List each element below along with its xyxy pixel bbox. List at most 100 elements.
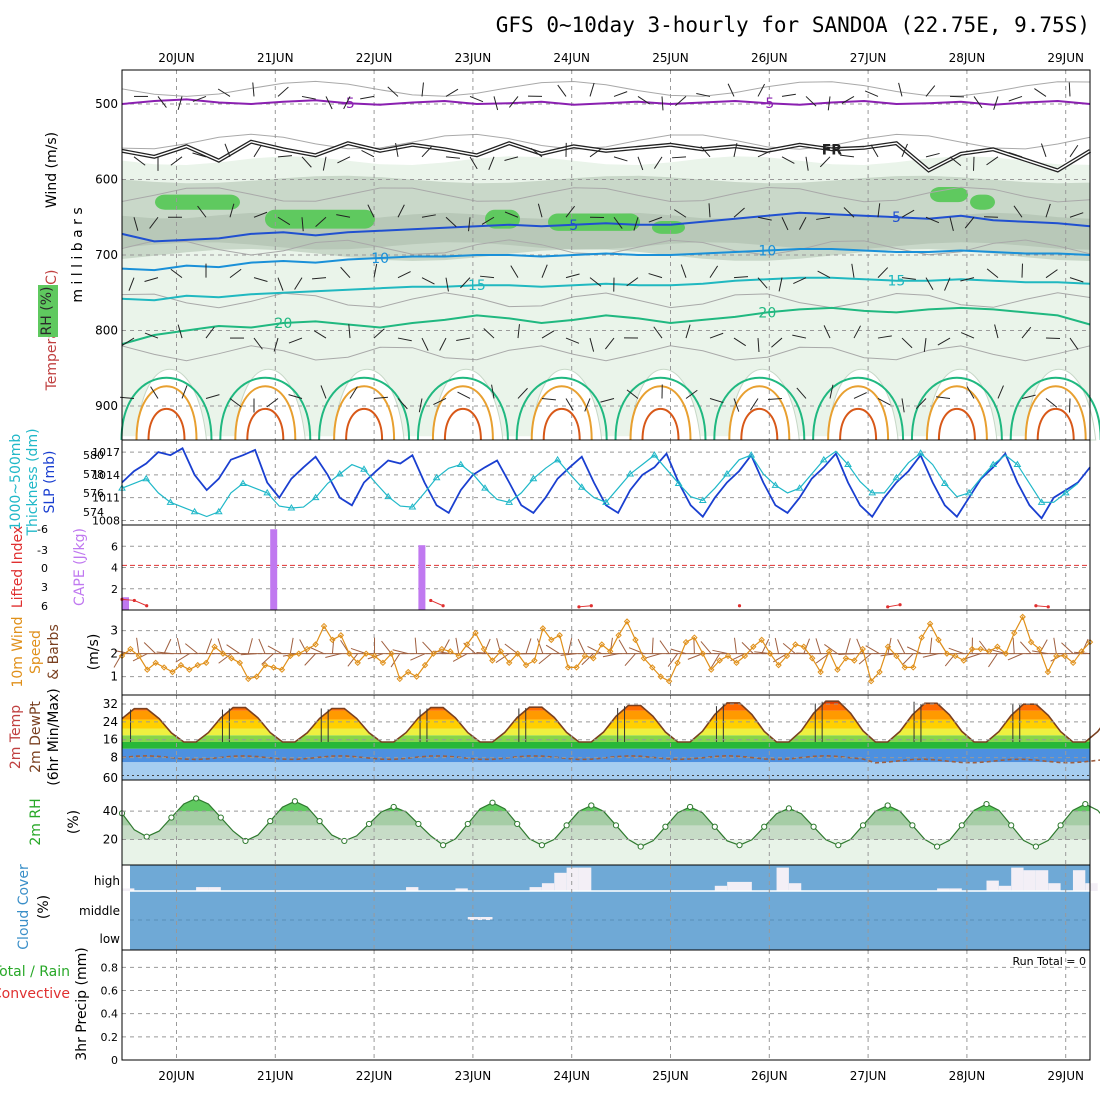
- wind-barb: [700, 641, 712, 654]
- wind-barb: [441, 639, 450, 654]
- wind-barb: [589, 82, 595, 97]
- wind-speed-marker: [632, 636, 639, 644]
- pressure-tick: 600: [95, 172, 118, 186]
- wind-barb: [587, 645, 603, 655]
- wind-barb: [1040, 143, 1047, 157]
- wind-barb: [299, 639, 308, 654]
- thickness-marker: [166, 498, 175, 505]
- thickness-marker: [142, 474, 151, 482]
- wind-barb: [480, 275, 495, 279]
- wind-speed-marker: [261, 661, 269, 669]
- wind-speed-marker: [421, 661, 429, 669]
- lifted-tick: 6: [41, 600, 48, 613]
- wind-barb: [325, 96, 333, 110]
- wind-barb: [864, 90, 879, 97]
- wind-barb: [877, 335, 892, 339]
- wind-barb: [565, 273, 580, 279]
- wind-barb: [253, 144, 262, 158]
- isotherm--5: [121, 98, 1091, 106]
- hot-contour: [147, 408, 186, 441]
- wind-barb: [541, 330, 555, 339]
- temp-band: [122, 748, 1090, 763]
- thickness-marker: [989, 460, 998, 468]
- wind-speed-marker: [985, 648, 993, 655]
- wind-barb: [1053, 637, 1057, 654]
- warm-contour: [333, 385, 396, 441]
- wind-speed-marker: [455, 652, 462, 660]
- wind-speed-marker: [994, 643, 1001, 650]
- wind-speed-marker: [1036, 645, 1043, 653]
- wind-barb: [733, 143, 738, 157]
- rh-marker: [662, 823, 669, 830]
- lifted-tick: 0: [41, 562, 48, 575]
- wind-speed-marker: [413, 673, 420, 680]
- cape-tick: 4: [111, 562, 118, 575]
- cloud-high-bar: [986, 880, 999, 891]
- wind-barb: [757, 216, 772, 221]
- wind-barb: [192, 95, 207, 102]
- cape-bar: [270, 529, 278, 610]
- isotherm-label: 15: [468, 278, 486, 294]
- wind-tick: 2: [110, 647, 118, 661]
- wind-barb: [964, 216, 975, 229]
- wind-barb: [150, 386, 159, 399]
- wind-speed-marker: [152, 659, 159, 667]
- isotherm-20-lobe: [1009, 376, 1100, 441]
- wind-barb: [901, 143, 908, 158]
- cloud-high-bar: [727, 881, 740, 891]
- wind-speed-marker: [800, 643, 808, 650]
- wind-speed-marker: [245, 675, 252, 683]
- wind-speed-marker: [354, 659, 361, 667]
- rh-marker: [810, 823, 817, 830]
- rh-legend-swatch: [38, 285, 58, 337]
- panel-slp-thickness: 580 578 576 574 1017 1014 1011 1008: [83, 439, 1091, 527]
- wind-barb: [589, 337, 595, 352]
- thickness-marker: [602, 498, 610, 505]
- wind-barb: [143, 642, 157, 655]
- wind-barb: [133, 217, 139, 231]
- wind-barb: [565, 398, 574, 411]
- wind-barb: [973, 96, 983, 109]
- isotherm-label: 5: [892, 210, 901, 226]
- wind-barb: [229, 268, 242, 279]
- wind-barb: [483, 328, 495, 339]
- rh-marker: [884, 802, 891, 809]
- wind-speed-marker: [640, 655, 648, 662]
- wind-barb: [781, 217, 789, 231]
- precip-tick: 0: [111, 1054, 118, 1067]
- date-label-bottom: 27JUN: [850, 1069, 887, 1083]
- rh-bands: [122, 798, 1090, 865]
- wind-speed-marker: [783, 652, 791, 660]
- thickness-marker: [1061, 488, 1070, 496]
- wind-barb: [170, 268, 183, 279]
- wind-speed-marker: [809, 655, 816, 662]
- wind-speed-marker: [859, 645, 866, 653]
- temp-tick: 24: [103, 715, 118, 729]
- wind-barb: [897, 639, 906, 654]
- rh-marker: [983, 800, 990, 808]
- rh-marker: [440, 842, 447, 849]
- thickness-tick: 578: [83, 468, 104, 481]
- wind-barb: [815, 638, 822, 654]
- wind-speed-marker: [842, 655, 850, 662]
- hot-contour: [246, 408, 285, 441]
- wind-speed-marker: [522, 661, 530, 669]
- wind-barb: [350, 647, 367, 655]
- hot-contour: [443, 408, 482, 441]
- wind-barb: [457, 391, 471, 399]
- wind-speed-marker: [548, 636, 555, 644]
- wind-barb: [733, 207, 745, 218]
- slp-tick: 1008: [92, 514, 120, 527]
- wind-barb: [481, 216, 495, 225]
- wind-speed-marker: [447, 648, 454, 655]
- wind-speed-marker: [430, 650, 437, 657]
- thickness-marker: [553, 455, 562, 463]
- wind-speed-marker: [388, 650, 395, 657]
- ylabel-wind-units: (m/s): [86, 634, 102, 671]
- wind-barb: [463, 642, 476, 655]
- wind-speed-marker: [371, 652, 378, 660]
- wind-barb: [128, 277, 135, 291]
- rh-marker: [538, 842, 546, 849]
- wind-speed-marker: [581, 652, 589, 660]
- wind-speed-marker: [497, 648, 504, 655]
